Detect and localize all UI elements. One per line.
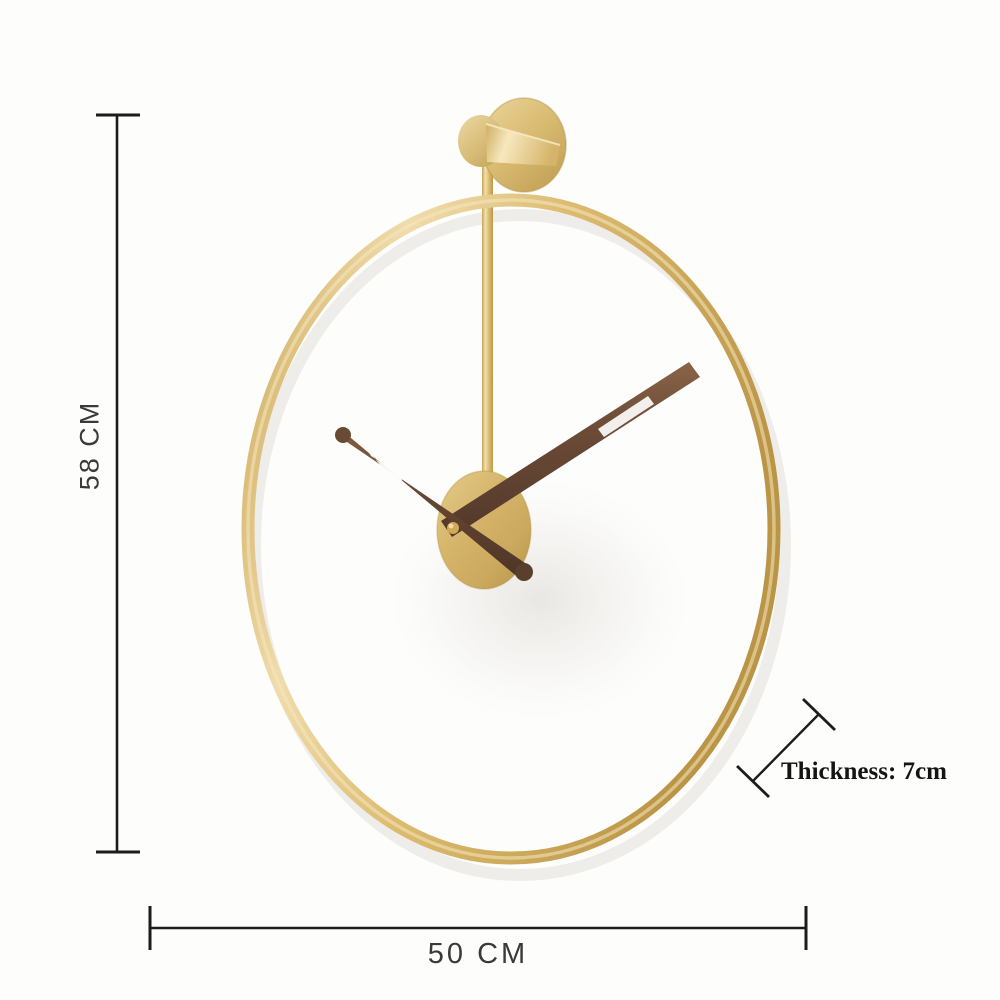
wall-mount-wedge-edge — [485, 123, 561, 146]
pivot-screw-highlight — [448, 523, 454, 529]
clock-hand-long — [441, 362, 700, 537]
cast-shadow — [390, 480, 690, 720]
thickness-dimension-label: Thickness: 7cm — [781, 758, 947, 785]
height-dimension-label: 58 CM — [74, 400, 105, 491]
vertical-rod — [482, 148, 493, 500]
gold-ring-highlight — [246, 198, 776, 860]
pivot-screw — [447, 522, 459, 534]
wall-mount-wedge — [486, 124, 560, 166]
clock-hand-short — [335, 427, 533, 581]
width-dimension-label: 50 CM — [427, 938, 529, 970]
thickness-dimension-line — [736, 697, 836, 799]
cast-shadow-ring — [249, 209, 791, 881]
width-dimension-line — [148, 906, 808, 950]
height-dimension-line — [96, 113, 140, 854]
clock-hub-disc-rim — [436, 470, 532, 590]
